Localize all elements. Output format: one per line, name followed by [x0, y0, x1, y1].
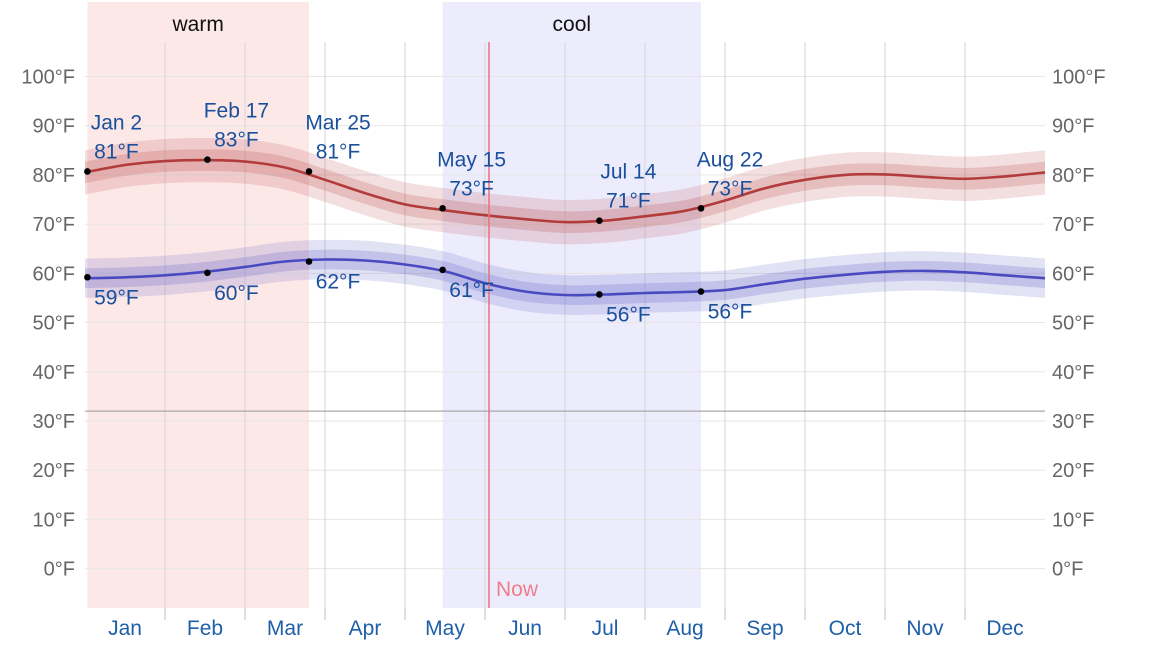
month-label-mar: Mar	[267, 617, 303, 640]
low-temp-point	[596, 291, 603, 298]
y-tick-label-right: 50°F	[1052, 313, 1094, 335]
annotation-value: 81°F	[94, 140, 139, 163]
y-tick-label-right: 30°F	[1052, 411, 1094, 433]
high-temp-point	[204, 156, 211, 163]
annotation-value: 56°F	[606, 303, 651, 326]
y-tick-label-left: 90°F	[33, 116, 75, 138]
annotation-value: 73°F	[449, 177, 494, 200]
annotation-date: Mar 25	[305, 111, 370, 134]
y-tick-label-left: 40°F	[33, 362, 75, 384]
annotation-value: 56°F	[708, 301, 753, 324]
y-tick-label-left: 20°F	[33, 460, 75, 482]
month-label-dec: Dec	[986, 617, 1023, 640]
y-tick-label-left: 100°F	[21, 66, 75, 88]
annotation-value: 83°F	[214, 129, 259, 152]
high-temp-point	[305, 168, 313, 175]
month-label-apr: Apr	[349, 617, 382, 640]
annotation-labels: Jan 2 81°F Feb 17 83°F Mar 25 81°F May 15 73°F J…	[91, 100, 764, 327]
month-label-jul: Jul	[592, 617, 619, 640]
high-temp-point	[439, 205, 446, 212]
annotation-date: Aug 22	[697, 148, 764, 171]
annotation-value: 73°F	[708, 177, 753, 200]
y-tick-label-right: 90°F	[1052, 116, 1094, 138]
annotation-date: Jan 2	[91, 111, 142, 134]
annotation-date: May 15	[437, 148, 506, 171]
low-temp-point	[439, 266, 446, 274]
month-label-jun: Jun	[508, 617, 542, 640]
month-label-may: May	[425, 617, 465, 640]
month-label-oct: Oct	[829, 617, 862, 640]
now-label: Now	[496, 578, 539, 601]
low-temp-point	[204, 269, 211, 277]
y-tick-label-right: 40°F	[1052, 362, 1094, 384]
season-band-warm	[87, 2, 310, 608]
y-tick-label-right: 0°F	[1052, 559, 1083, 581]
annotation-date: Feb 17	[204, 100, 269, 123]
annotation-value: 62°F	[316, 271, 361, 294]
month-label-aug: Aug	[666, 617, 703, 640]
y-tick-label-right: 100°F	[1052, 66, 1106, 88]
y-tick-label-right: 10°F	[1052, 509, 1094, 531]
annotation-points	[84, 156, 705, 298]
high-temp-point	[596, 217, 603, 224]
annotation-value: 61°F	[449, 279, 494, 302]
high-temp-point	[84, 168, 91, 175]
low-temp-point	[305, 258, 313, 265]
annotation-value: 81°F	[316, 140, 361, 163]
high-temp-line	[84, 158, 1046, 224]
annotation-value: 71°F	[606, 190, 651, 213]
y-tick-label-right: 60°F	[1052, 263, 1094, 285]
now-marker-group: Now	[488, 42, 539, 608]
low-temp-point	[697, 288, 705, 295]
y-tick-label-left: 80°F	[33, 165, 75, 187]
month-label-nov: Nov	[906, 617, 944, 640]
month-label-sep: Sep	[746, 617, 783, 640]
y-tick-label-left: 60°F	[33, 263, 75, 285]
season-label-cool: cool	[553, 13, 592, 36]
y-tick-label-right: 20°F	[1052, 460, 1094, 482]
high-temp-point	[697, 205, 705, 212]
low-temp-line	[84, 258, 1046, 297]
month-label-feb: Feb	[187, 617, 223, 640]
y-tick-label-left: 50°F	[33, 313, 75, 335]
y-tick-label-left: 10°F	[33, 509, 75, 531]
y-tick-label-left: 30°F	[33, 411, 75, 433]
annotation-date: Jul 14	[600, 161, 656, 184]
season-band-cool	[442, 2, 701, 608]
season-label-warm: warm	[172, 13, 224, 36]
axis-labels: 100°F 100°F 90°F 90°F 80°F 80°F 70°F 70°F 60°F 60…	[21, 66, 1105, 640]
month-label-jan: Jan	[108, 617, 142, 640]
season-bands: warm cool	[87, 2, 701, 608]
y-tick-label-right: 70°F	[1052, 214, 1094, 236]
y-tick-label-right: 80°F	[1052, 165, 1094, 187]
annotation-value: 60°F	[214, 282, 259, 305]
y-tick-label-left: 70°F	[33, 214, 75, 236]
high-temp-band-inner	[85, 149, 1045, 234]
temperature-lines	[84, 158, 1046, 297]
low-temp-band-inner	[85, 249, 1045, 305]
low-temp-point	[84, 273, 91, 281]
y-tick-label-left: 0°F	[44, 559, 75, 581]
high-temp-band-outer	[85, 137, 1045, 245]
annotation-value: 59°F	[94, 286, 139, 309]
grid-lines	[85, 42, 1045, 620]
